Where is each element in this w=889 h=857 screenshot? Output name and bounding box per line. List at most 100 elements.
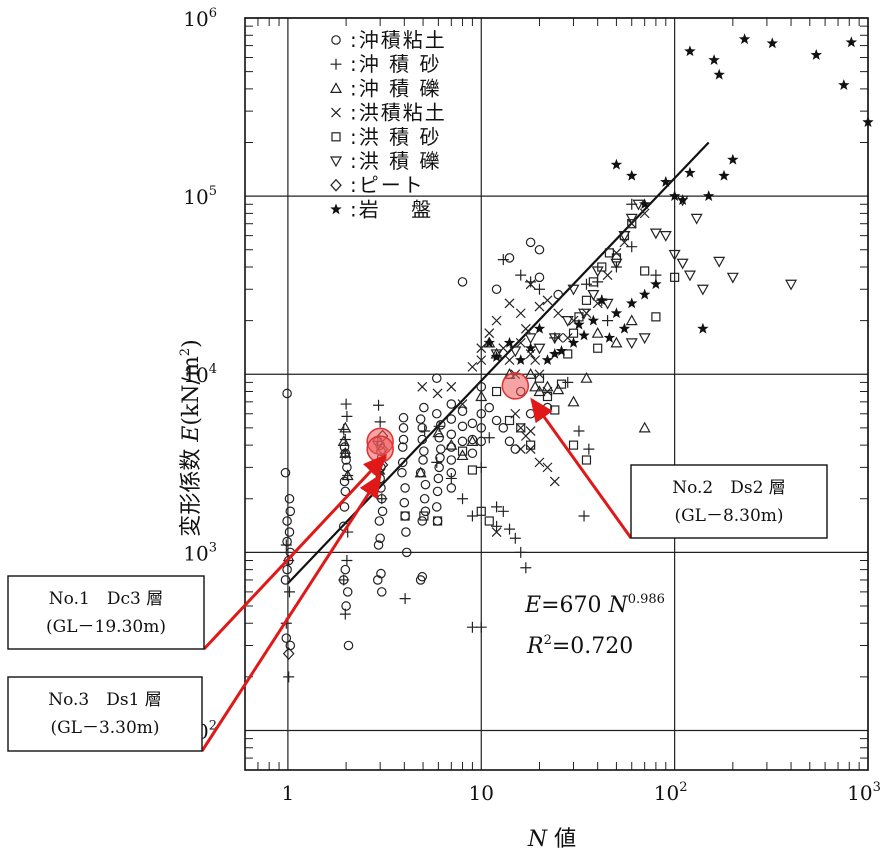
data-point-circle <box>434 432 444 443</box>
data-point-circle <box>553 289 564 300</box>
data-point-cross <box>446 381 457 392</box>
y-tick-label: 106 <box>183 6 217 31</box>
data-point-cross <box>525 279 536 290</box>
data-point-star <box>567 336 580 348</box>
data-point-circle <box>400 483 410 493</box>
data-point-triangle-down <box>713 256 726 268</box>
x-tick-labels: 1 10 102 103 <box>282 780 881 805</box>
data-point-triangle-down <box>587 289 600 301</box>
data-point-circle <box>280 467 291 478</box>
data-point-circle <box>432 516 443 526</box>
data-point-star <box>578 329 590 341</box>
data-point-star <box>766 37 779 49</box>
data-point-triangle <box>638 421 651 433</box>
data-point-plus <box>626 241 638 253</box>
data-point-triangle <box>341 469 354 481</box>
data-point-cross <box>639 208 650 219</box>
data-point-plus <box>466 510 478 522</box>
data-point-triangle <box>337 435 350 446</box>
x-axis-label: N 値 <box>527 827 576 852</box>
data-point-triangle-down <box>632 199 645 211</box>
data-point-cross <box>504 298 515 309</box>
data-point-plus <box>373 399 385 411</box>
data-point-square <box>526 440 536 450</box>
callout-arrow <box>202 453 388 651</box>
data-point-circle <box>467 418 478 429</box>
data-point-star <box>713 68 725 80</box>
data-point-square <box>611 253 622 263</box>
data-point-plus <box>504 523 516 535</box>
data-point-square <box>581 295 592 305</box>
data-point-triangle <box>414 466 427 478</box>
data-point-circle <box>340 564 351 575</box>
callout-line: No.2 Ds2 層 <box>672 478 786 498</box>
data-point-star <box>603 331 616 343</box>
data-point-cross <box>457 399 468 410</box>
data-point-plus <box>573 425 585 437</box>
data-point-circle <box>498 423 509 433</box>
data-point-cross <box>542 462 553 473</box>
legend-marker-circle <box>331 35 341 45</box>
x-tick-label: 1 <box>282 781 295 805</box>
data-point-star <box>587 314 600 326</box>
data-point-plus <box>520 562 532 574</box>
data-point-square <box>432 516 443 526</box>
plot-border <box>244 17 869 771</box>
data-point-cross <box>530 355 541 366</box>
legend-marker-triangle <box>329 82 343 93</box>
data-point-circle <box>446 399 457 409</box>
data-point-square <box>627 219 637 229</box>
data-point-circle <box>376 587 387 597</box>
data-point-circle <box>417 423 428 433</box>
legend-label: :岩 盤 <box>350 197 433 221</box>
data-point-plus <box>509 532 521 544</box>
data-point-triangle <box>466 435 479 446</box>
data-point-plus <box>515 269 527 281</box>
data-point-triangle <box>625 314 638 326</box>
data-point-square <box>604 248 615 258</box>
data-point-triangle-down <box>610 258 623 270</box>
data-point-star <box>718 169 730 181</box>
data-point-cross <box>562 332 573 343</box>
data-point-diamond <box>282 647 295 661</box>
data-point-star <box>650 278 662 290</box>
data-point-circle <box>280 575 291 585</box>
data-point-square <box>588 277 598 287</box>
data-point-cross <box>491 315 502 326</box>
data-point-triangle-down <box>533 343 546 355</box>
data-point-star <box>638 288 651 300</box>
data-point-square <box>593 343 603 353</box>
data-point-triangle <box>339 421 352 433</box>
data-point-circle <box>446 442 457 452</box>
y-tick-label: 105 <box>183 184 217 209</box>
data-point-circle <box>457 277 468 287</box>
data-point-star <box>708 54 720 65</box>
data-point-circle <box>504 436 515 447</box>
y-tick-label: 103 <box>183 540 217 565</box>
data-point-cross <box>432 388 443 399</box>
callout-box <box>630 464 828 539</box>
data-point-star <box>727 153 739 165</box>
data-point-square <box>563 349 573 359</box>
data-point-circle <box>401 527 411 537</box>
data-point-plus <box>341 555 353 567</box>
data-point-circle <box>420 479 431 490</box>
data-point-square <box>491 386 502 397</box>
legend-label: :洪積粘土 <box>350 101 447 125</box>
data-point-triangle-down <box>490 349 503 361</box>
data-point-plus <box>431 456 443 468</box>
data-point-circle <box>431 373 442 384</box>
x-tick-label: 103 <box>847 780 881 805</box>
data-point-circle <box>398 423 409 433</box>
data-point-triangle <box>591 326 604 338</box>
legend-label: :ピート <box>350 173 425 197</box>
data-point-triangle <box>541 380 554 392</box>
data-point-circle <box>457 436 468 447</box>
data-point-triangle <box>610 336 623 348</box>
data-point-circle <box>285 506 296 517</box>
data-point-plus <box>283 671 295 683</box>
legend-marker-square <box>331 132 341 142</box>
data-point-star <box>684 166 696 178</box>
data-point-plus <box>280 539 292 551</box>
